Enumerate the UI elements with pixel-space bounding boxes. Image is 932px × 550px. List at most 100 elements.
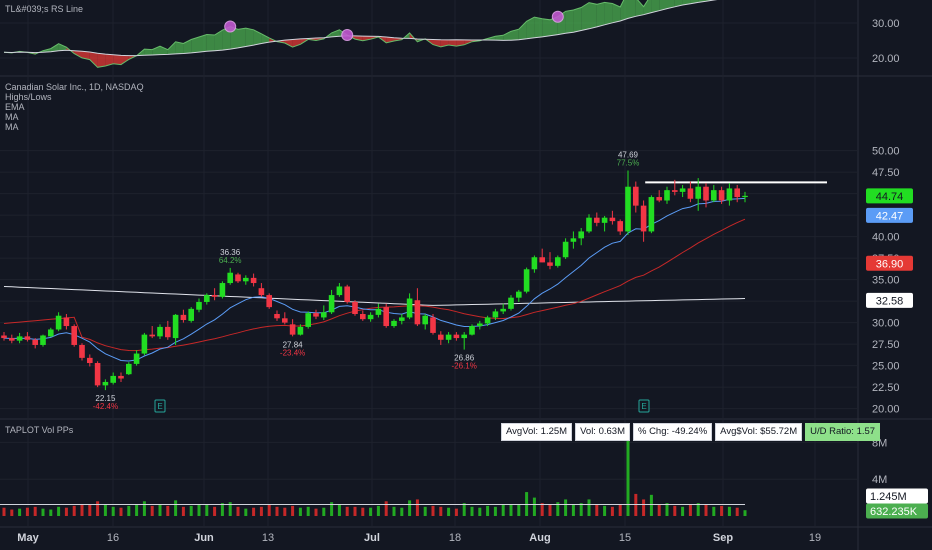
rs-fill-segment xyxy=(331,29,340,37)
volume-bar xyxy=(275,506,279,516)
candle xyxy=(40,334,46,347)
candle-body xyxy=(601,217,608,223)
candle-body xyxy=(617,221,623,232)
candle xyxy=(250,273,257,287)
candle-body xyxy=(399,317,405,321)
low-annotation-value: 27.84 xyxy=(283,340,304,349)
candle-body xyxy=(484,317,491,324)
rs-fill-segment xyxy=(206,34,215,52)
volume-bar xyxy=(314,508,318,516)
candle-body xyxy=(469,326,475,335)
volume-bar xyxy=(493,506,497,516)
candle xyxy=(87,354,93,367)
volume-bar xyxy=(603,505,607,516)
price-tick-label: 35.00 xyxy=(872,275,900,287)
candle-body xyxy=(196,301,202,310)
candle xyxy=(461,332,467,350)
candle xyxy=(375,303,382,318)
ema-21-line xyxy=(3,197,746,362)
volume-bar xyxy=(41,508,45,516)
candle xyxy=(391,319,397,328)
rs-fill-segment xyxy=(518,21,527,40)
candle xyxy=(321,305,327,321)
rs-fill-segment xyxy=(191,37,199,53)
candle xyxy=(188,307,194,323)
volume-bar xyxy=(166,505,170,516)
volume-bar xyxy=(10,509,14,516)
rs-fill-segment xyxy=(604,2,613,25)
volume-bar xyxy=(72,505,76,516)
rs-fill-segment xyxy=(690,0,699,4)
candle xyxy=(484,315,491,327)
volume-bar xyxy=(439,506,443,516)
candle-body xyxy=(672,190,678,192)
price-tick-label: 30.00 xyxy=(872,318,900,330)
rs-new-high-dot xyxy=(551,10,564,23)
candle-body xyxy=(87,357,93,364)
volume-bar xyxy=(361,507,365,516)
candle xyxy=(664,186,670,204)
candle-body xyxy=(718,190,725,201)
ma-200-line xyxy=(3,286,746,306)
volume-bar xyxy=(57,506,61,516)
price-axis-label-text: 32.58 xyxy=(876,295,904,307)
volume-bar xyxy=(158,504,162,516)
candle-body xyxy=(133,353,140,364)
candle xyxy=(414,288,421,327)
earnings-marker-box xyxy=(154,399,166,413)
rs-fill-segment xyxy=(511,29,519,41)
volume-bar xyxy=(415,499,419,516)
volume-bar xyxy=(337,504,341,516)
volume-bar xyxy=(330,502,334,516)
volume-bar xyxy=(322,507,326,516)
candle-body xyxy=(492,311,499,318)
candle xyxy=(422,314,428,330)
time-tick-label: Jun xyxy=(194,532,214,544)
volume-bar xyxy=(181,506,185,516)
volume-bar xyxy=(2,507,6,516)
volume-bar xyxy=(712,506,716,516)
candle-body xyxy=(102,381,109,386)
candle xyxy=(445,332,452,344)
rs-fill-segment xyxy=(199,34,207,53)
candle-body xyxy=(9,338,15,341)
candle xyxy=(289,319,296,337)
candle-body xyxy=(63,317,70,327)
rs-fill-segment xyxy=(526,17,535,39)
candle-body xyxy=(703,186,709,201)
candle-body xyxy=(438,334,444,340)
candle xyxy=(274,310,280,321)
rs-fill-segment xyxy=(97,53,106,68)
rs-fill-segment xyxy=(628,0,636,19)
candle-body xyxy=(24,336,31,340)
volume-bar xyxy=(548,504,552,516)
candle xyxy=(399,314,405,325)
volume-bar xyxy=(197,504,201,516)
volume-bar xyxy=(174,500,178,516)
volume-title: TAPLOT Vol PPs xyxy=(5,425,74,435)
volume-bar xyxy=(376,505,380,516)
rs-fill-segment xyxy=(573,7,582,33)
price-axis-label: 44.74 xyxy=(866,188,913,204)
candle-body xyxy=(71,326,77,345)
ma-50-line xyxy=(3,218,746,352)
earnings-marker-label: E xyxy=(641,402,646,411)
volume-bar xyxy=(306,506,310,516)
candle xyxy=(531,255,538,273)
volume-bar xyxy=(252,507,256,516)
volume-bar xyxy=(64,507,68,516)
rs-fill-segment xyxy=(581,2,589,31)
volume-bar xyxy=(392,506,396,516)
candle xyxy=(243,275,249,285)
volume-bar xyxy=(400,507,404,516)
candle xyxy=(562,238,569,259)
rs-fill-segment xyxy=(659,0,667,11)
price-tick-label: 47.50 xyxy=(872,167,900,179)
volume-bar xyxy=(579,503,583,516)
candle xyxy=(227,267,233,285)
volume-bar xyxy=(127,505,131,516)
candle xyxy=(204,293,210,305)
volume-bar xyxy=(470,506,474,516)
candle xyxy=(594,212,600,227)
low-annotation-pct: -23.4% xyxy=(280,348,305,357)
